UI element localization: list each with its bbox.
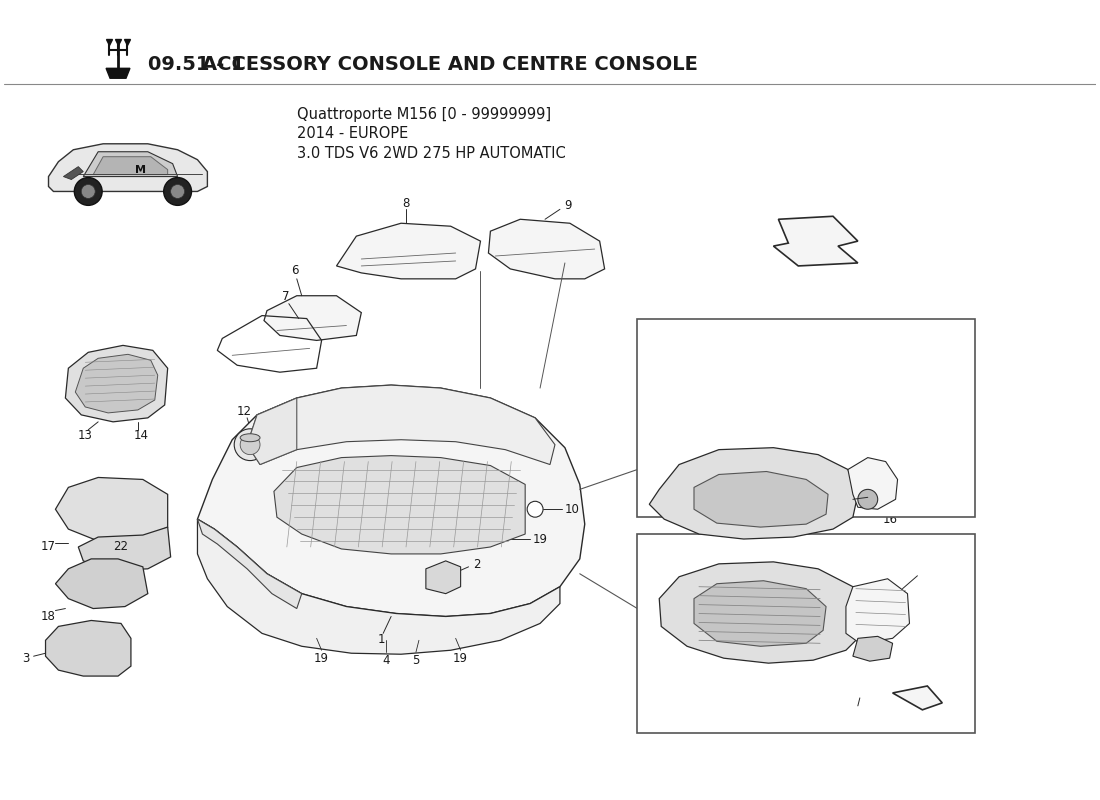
Text: 18: 18 [41, 610, 56, 623]
Text: 20: 20 [917, 564, 933, 578]
Polygon shape [694, 581, 826, 646]
Text: 5: 5 [412, 654, 419, 666]
Polygon shape [848, 458, 898, 510]
Circle shape [75, 178, 102, 206]
Polygon shape [198, 385, 585, 617]
Polygon shape [84, 152, 177, 177]
Text: 9: 9 [564, 199, 572, 212]
Polygon shape [649, 448, 858, 539]
Text: 10: 10 [564, 502, 580, 516]
Polygon shape [773, 216, 858, 266]
Polygon shape [78, 527, 170, 571]
Circle shape [170, 185, 185, 198]
Text: 21: 21 [312, 434, 327, 446]
Text: 16: 16 [883, 513, 898, 526]
Text: M: M [135, 165, 146, 174]
Polygon shape [337, 223, 481, 279]
Polygon shape [694, 471, 828, 527]
Polygon shape [248, 385, 556, 465]
Text: 1: 1 [377, 633, 385, 646]
Text: 12: 12 [236, 406, 252, 418]
Text: ACCESSORY CONSOLE AND CENTRE CONSOLE: ACCESSORY CONSOLE AND CENTRE CONSOLE [202, 55, 698, 74]
Polygon shape [94, 157, 167, 174]
FancyBboxPatch shape [637, 318, 975, 517]
Polygon shape [488, 219, 605, 279]
Polygon shape [106, 68, 130, 78]
Text: 11: 11 [850, 706, 866, 719]
Text: 2014 - EUROPE: 2014 - EUROPE [297, 126, 408, 142]
Circle shape [234, 429, 266, 461]
Text: 2: 2 [473, 558, 481, 571]
Polygon shape [892, 686, 943, 710]
Polygon shape [64, 166, 84, 179]
Text: 19: 19 [453, 652, 469, 665]
Circle shape [858, 490, 878, 510]
Text: 19: 19 [315, 652, 329, 665]
Text: Quattroporte M156 [0 - 99999999]: Quattroporte M156 [0 - 99999999] [297, 106, 551, 122]
Polygon shape [274, 456, 525, 554]
Text: 22: 22 [113, 541, 129, 554]
Polygon shape [846, 578, 910, 643]
Text: 15: 15 [925, 491, 939, 504]
Polygon shape [48, 144, 208, 191]
Text: 7: 7 [282, 290, 289, 303]
Text: 3.0 TDS V6 2WD 275 HP AUTOMATIC: 3.0 TDS V6 2WD 275 HP AUTOMATIC [297, 146, 565, 162]
Text: 19: 19 [532, 533, 548, 546]
Text: 4: 4 [383, 654, 389, 666]
Text: 6: 6 [292, 265, 298, 278]
Polygon shape [198, 519, 560, 654]
Polygon shape [55, 478, 167, 541]
Ellipse shape [240, 434, 260, 442]
Circle shape [240, 434, 260, 454]
Circle shape [81, 185, 96, 198]
Circle shape [164, 178, 191, 206]
Text: 3: 3 [22, 652, 30, 665]
Polygon shape [75, 354, 157, 413]
Polygon shape [248, 398, 297, 465]
Text: 13: 13 [78, 430, 92, 442]
Polygon shape [264, 296, 361, 341]
Text: 17: 17 [41, 541, 56, 554]
Polygon shape [198, 519, 301, 609]
Polygon shape [65, 346, 167, 422]
Text: 09.51 - 1: 09.51 - 1 [147, 55, 251, 74]
Text: 8: 8 [403, 197, 409, 210]
Polygon shape [45, 621, 131, 676]
Polygon shape [426, 561, 461, 594]
Polygon shape [659, 562, 866, 663]
Circle shape [527, 502, 543, 517]
Text: 14: 14 [133, 430, 148, 442]
FancyBboxPatch shape [637, 534, 975, 733]
Polygon shape [55, 559, 147, 609]
Polygon shape [852, 636, 892, 661]
